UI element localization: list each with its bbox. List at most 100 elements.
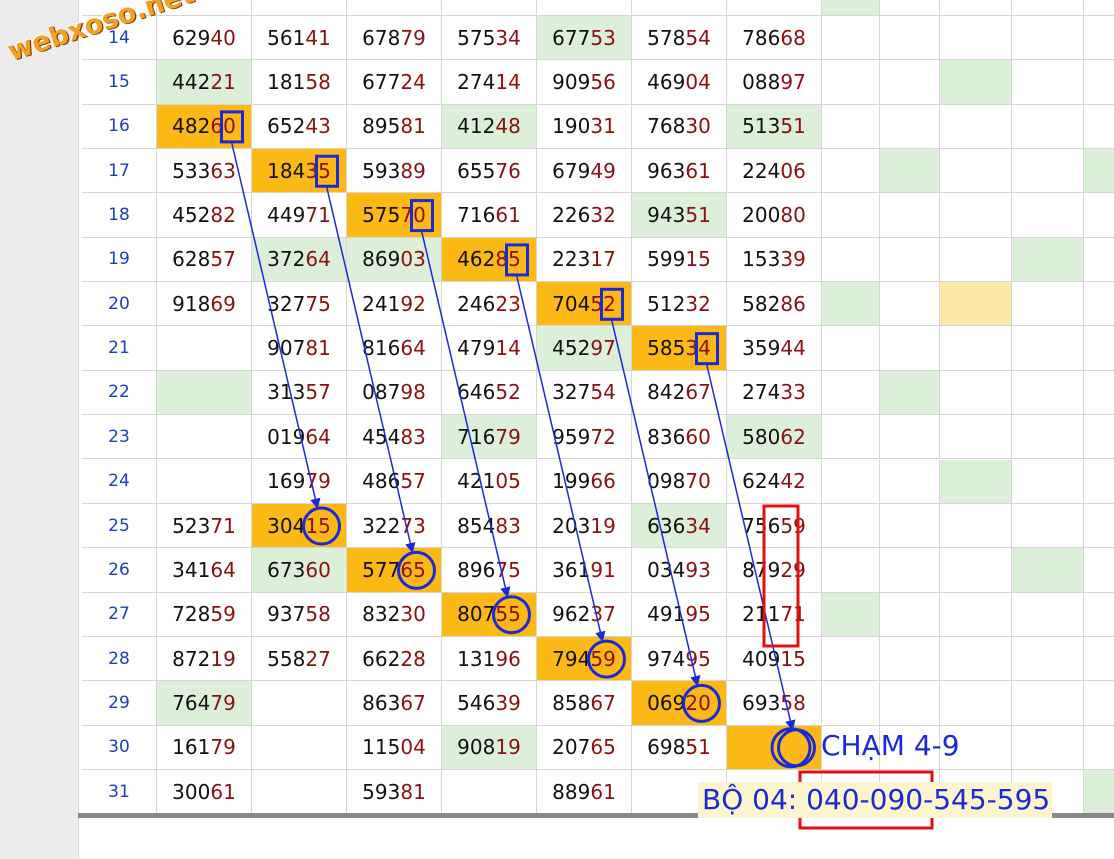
digits-head: 341 xyxy=(172,557,211,582)
cell xyxy=(822,16,880,61)
digits-tail: 14 xyxy=(495,70,521,95)
cell: 131 96 xyxy=(442,636,537,682)
arrow xyxy=(325,186,416,554)
cell: 341 64 xyxy=(157,548,252,593)
digits-tail: 51 xyxy=(685,735,711,760)
cell xyxy=(822,681,880,726)
digits-head: 937 xyxy=(267,602,306,627)
digits-head: 858 xyxy=(552,690,591,715)
digits-head: 207 xyxy=(552,735,591,760)
cell xyxy=(1084,326,1114,371)
digits-tail: 52 xyxy=(495,380,521,405)
arrow xyxy=(610,319,701,687)
digit-box xyxy=(600,287,624,321)
digits-head: 558 xyxy=(267,646,306,671)
digits-tail: 64 xyxy=(305,424,331,449)
cell xyxy=(1084,16,1114,61)
digits-head: 693 xyxy=(742,690,781,715)
digits-head: 624 xyxy=(742,469,781,494)
cell: 918 69 xyxy=(157,282,252,327)
cell xyxy=(880,0,940,16)
cell xyxy=(940,503,1012,549)
row-number xyxy=(82,0,157,16)
cell xyxy=(1084,371,1114,416)
digits-tail: 31 xyxy=(590,114,616,139)
digits-tail: 57 xyxy=(400,469,426,494)
digits-tail: 85 xyxy=(495,247,521,272)
cell xyxy=(822,60,880,105)
digits-head: 662 xyxy=(362,646,401,671)
cell xyxy=(157,370,252,416)
digits-head: 575 xyxy=(362,203,401,228)
digits-head: 372 xyxy=(267,247,306,272)
digits-tail: 17 xyxy=(590,247,616,272)
cell: 677 24 xyxy=(347,60,442,105)
cell: 513 51 xyxy=(727,104,822,150)
digits-tail: 81 xyxy=(400,779,426,804)
digits-tail: 81 xyxy=(305,336,331,361)
digits-tail: 34 xyxy=(495,25,521,50)
cell xyxy=(1084,238,1114,283)
digits-tail: 30 xyxy=(685,114,711,139)
cell xyxy=(1012,149,1084,194)
digits-head: 673 xyxy=(267,557,306,582)
row-number: 17 xyxy=(82,149,157,194)
digits-head: 069 xyxy=(647,690,686,715)
cell xyxy=(880,370,940,416)
cell: 190 31 xyxy=(537,104,632,150)
target-circle xyxy=(397,550,436,590)
cell xyxy=(940,326,1012,371)
digits-head: 963 xyxy=(647,158,686,183)
cell: 546 39 xyxy=(442,681,537,726)
target-circle xyxy=(770,727,812,769)
cell xyxy=(252,725,347,770)
digits-head: 452 xyxy=(552,336,591,361)
cell xyxy=(1084,193,1114,238)
digits-head: 646 xyxy=(457,380,496,405)
digits-tail: 61 xyxy=(210,779,236,804)
digits-tail: 39 xyxy=(495,690,521,715)
row-number: 14 xyxy=(82,16,157,61)
cham-label: CHẠM 4-9 xyxy=(821,729,960,762)
cell xyxy=(940,0,1012,16)
cell: 327 75 xyxy=(252,282,347,327)
cell xyxy=(940,149,1012,194)
cell xyxy=(940,370,1012,416)
row-number: 25 xyxy=(82,503,157,549)
result-table: 14 629 40 561 41 678 79 575 34 677 53 578 54 786 68 15 4… xyxy=(82,0,1114,815)
cell xyxy=(1012,725,1084,770)
cell xyxy=(822,636,880,682)
cell xyxy=(1012,60,1084,105)
digits-tail: 54 xyxy=(590,380,616,405)
digits-head: 628 xyxy=(172,247,211,272)
digits-tail: 70 xyxy=(400,203,426,228)
cell xyxy=(1012,503,1084,549)
row-number: 24 xyxy=(82,459,157,504)
cell: 223 17 xyxy=(537,237,632,283)
cell xyxy=(940,60,1012,105)
digits-head: 546 xyxy=(457,690,496,715)
digits-head: 974 xyxy=(647,646,686,671)
cell: 088 97 xyxy=(727,60,822,105)
cell xyxy=(1084,415,1114,460)
digits-head: 768 xyxy=(647,114,686,139)
cell: 199 66 xyxy=(537,459,632,504)
digits-head: 469 xyxy=(647,70,686,95)
digits-tail: 91 xyxy=(590,557,616,582)
digits-tail: 52 xyxy=(590,291,616,316)
digits-tail: 28 xyxy=(400,646,426,671)
digits-tail: 61 xyxy=(590,779,616,804)
digits-tail: 14 xyxy=(495,336,521,361)
cell xyxy=(1084,282,1114,327)
cell xyxy=(822,326,880,371)
digits-tail: 57 xyxy=(305,380,331,405)
digits-tail: 80 xyxy=(780,203,806,228)
cell: 412 48 xyxy=(442,104,537,150)
cell xyxy=(632,0,727,16)
cell xyxy=(940,725,1012,770)
digit-box xyxy=(410,199,434,233)
cell: 636 34 xyxy=(632,503,727,549)
digits-tail: 32 xyxy=(590,203,616,228)
cell xyxy=(940,415,1012,460)
digits-head: 442 xyxy=(172,70,211,95)
